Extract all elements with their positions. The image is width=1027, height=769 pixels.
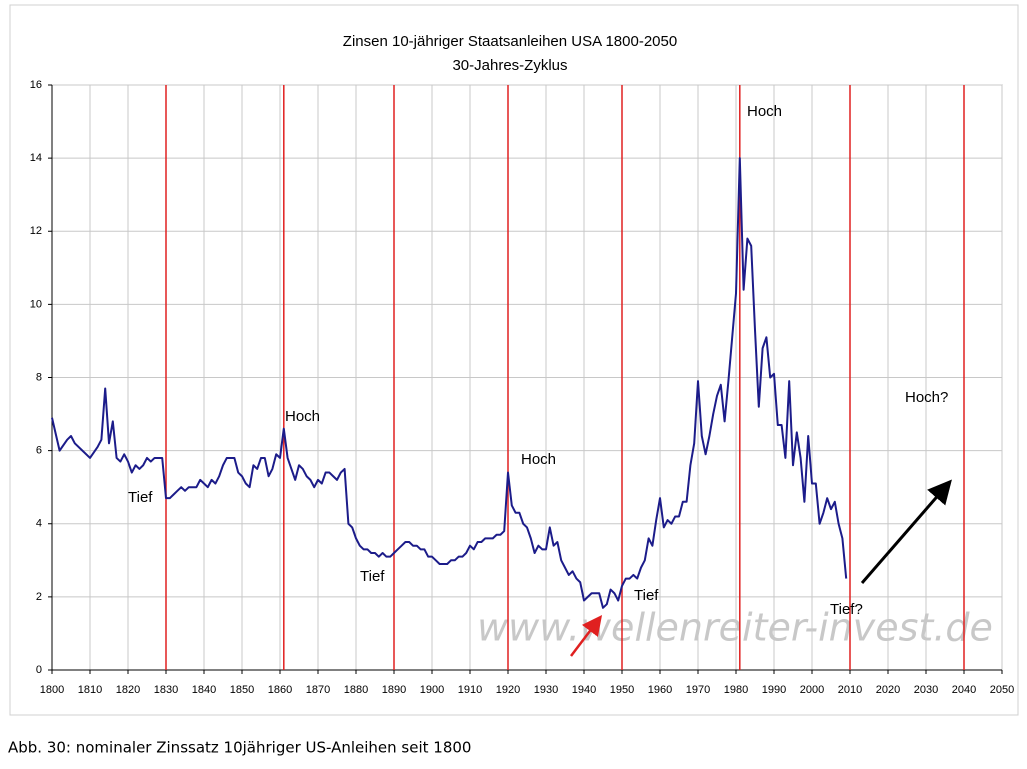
annotation: Tief (360, 568, 385, 585)
x-tick-label: 1830 (154, 684, 178, 696)
x-tick-label: 2010 (838, 684, 862, 696)
x-tick-label: 2040 (952, 684, 976, 696)
x-tick-label: 1890 (382, 684, 406, 696)
x-tick-label: 1980 (724, 684, 748, 696)
annotation: Hoch (521, 451, 556, 468)
x-tick-label: 1860 (268, 684, 292, 696)
y-tick-label: 12 (30, 225, 42, 237)
annotation: Tief? (830, 601, 863, 618)
x-tick-label: 1900 (420, 684, 444, 696)
annotation: Tief (128, 489, 153, 506)
x-tick-label: 1840 (192, 684, 216, 696)
y-tick-label: 8 (36, 371, 42, 383)
x-tick-label: 2030 (914, 684, 938, 696)
x-tick-label: 2000 (800, 684, 824, 696)
x-tick-label: 1970 (686, 684, 710, 696)
y-tick-label: 0 (36, 664, 42, 676)
x-tick-label: 1990 (762, 684, 786, 696)
y-tick-label: 4 (36, 518, 42, 530)
annotation: Hoch (747, 103, 782, 120)
chart-subtitle: 30-Jahres-Zyklus (452, 57, 567, 74)
y-tick-label: 2 (36, 591, 42, 603)
annotation: Hoch (285, 408, 320, 425)
x-tick-label: 2020 (876, 684, 900, 696)
x-tick-label: 1810 (78, 684, 102, 696)
x-tick-label: 2050 (990, 684, 1014, 696)
grid (51, 84, 1003, 671)
x-tick-label: 1800 (40, 684, 64, 696)
data-line (51, 157, 848, 609)
annotation: Hoch? (905, 389, 948, 406)
x-tick-label: 1960 (648, 684, 672, 696)
y-tick-label: 10 (30, 298, 42, 310)
caption: Abb. 30: nominaler Zinssatz 10jähriger U… (8, 739, 471, 757)
x-tick-label: 1930 (534, 684, 558, 696)
x-tick-label: 1920 (496, 684, 520, 696)
x-tick-label: 1910 (458, 684, 482, 696)
chart-title: Zinsen 10-jähriger Staatsanleihen USA 18… (343, 33, 677, 50)
arrow (860, 479, 952, 584)
y-tick-label: 14 (30, 152, 42, 164)
x-tick-label: 1820 (116, 684, 140, 696)
x-tick-label: 1850 (230, 684, 254, 696)
y-tick-label: 16 (30, 79, 42, 91)
arrow (570, 615, 603, 657)
y-tick-label: 6 (36, 445, 42, 457)
x-tick-label: 1870 (306, 684, 330, 696)
x-tick-label: 1880 (344, 684, 368, 696)
annotation: Tief (634, 587, 659, 604)
watermark: www.wellenreiter-invest.de (477, 606, 993, 650)
x-tick-label: 1940 (572, 684, 596, 696)
x-tick-label: 1950 (610, 684, 634, 696)
